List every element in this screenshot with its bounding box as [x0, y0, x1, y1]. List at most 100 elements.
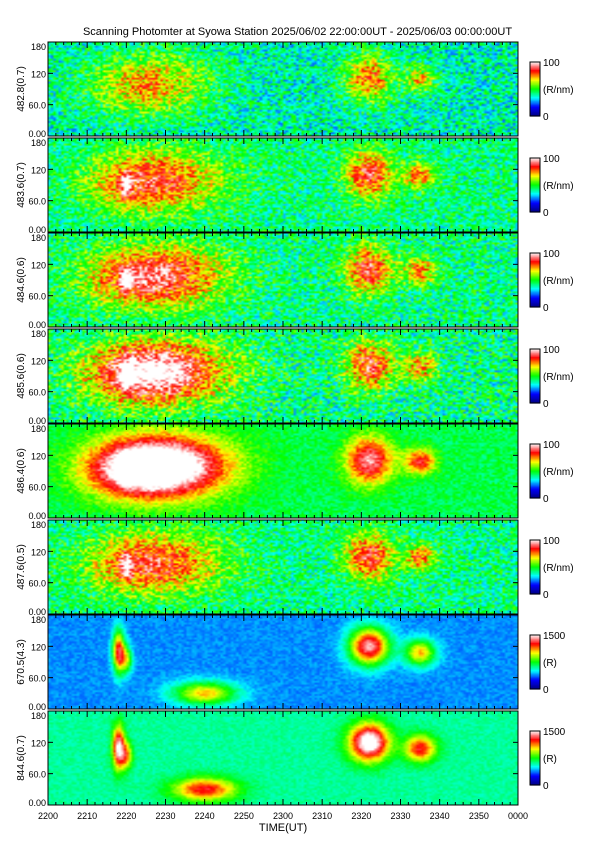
colorbar-segment — [530, 355, 540, 358]
colorbar-segment — [530, 285, 540, 288]
colorbar-segment — [530, 297, 540, 300]
colorbar-segment — [530, 562, 540, 565]
colorbar-min-label: 0 — [543, 685, 549, 696]
colorbar-segment — [530, 286, 540, 289]
colorbar-segment — [530, 495, 540, 498]
colorbar-segment — [530, 733, 540, 736]
colorbar-segment — [530, 170, 540, 173]
colorbar-segment — [530, 741, 540, 744]
colorbar-segment — [530, 476, 540, 479]
y-tick-label: 120 — [31, 547, 46, 557]
colorbar-segment — [530, 457, 540, 460]
colorbar-segment — [530, 277, 540, 280]
colorbar-segment — [530, 385, 540, 388]
colorbar-segment — [530, 743, 540, 746]
colorbar-segment — [530, 380, 540, 382]
colorbar-segment — [530, 675, 540, 678]
colorbar-segment — [530, 583, 540, 586]
colorbar-segment — [530, 567, 540, 569]
colorbar-segment — [530, 302, 540, 305]
colorbar-segment — [530, 758, 540, 760]
colorbar-segment — [530, 378, 540, 381]
colorbar-segment — [530, 384, 540, 387]
colorbar-segment — [530, 749, 540, 752]
colorbar-segment — [530, 201, 540, 204]
colorbar-segment — [530, 167, 540, 170]
colorbar-segment — [530, 282, 540, 285]
colorbar-segment — [530, 261, 540, 264]
colorbar-segment — [530, 572, 540, 575]
y-tick-label: 60.0 — [28, 101, 46, 111]
x-tick-label: 2210 — [77, 811, 97, 821]
colorbar-segment — [530, 66, 540, 68]
colorbar-frame — [529, 61, 541, 117]
panel-ylabel: 486.4(0.6) — [16, 448, 27, 494]
colorbar-min-label: 0 — [543, 208, 549, 219]
colorbar-segment — [530, 649, 540, 652]
colorbar-segment — [530, 460, 540, 463]
colorbar-segment — [530, 105, 540, 108]
colorbar-segment — [530, 176, 540, 179]
colorbar-segment — [530, 62, 540, 64]
colorbar-segment — [530, 75, 540, 78]
colorbar-segment — [530, 190, 540, 193]
colorbar-segment — [530, 400, 540, 403]
colorbar-segment — [530, 655, 540, 658]
colorbar-segment — [530, 187, 540, 190]
colorbar-frame — [529, 157, 541, 213]
colorbar-segment — [530, 639, 540, 641]
colorbar-segment — [530, 270, 540, 273]
colorbar-segment — [530, 663, 540, 666]
colorbar-segment — [530, 648, 540, 651]
colorbar-segment — [530, 386, 540, 389]
colorbar-frame — [529, 634, 541, 690]
colorbar-max-label: 100 — [543, 536, 560, 547]
y-tick-label: 120 — [31, 642, 46, 652]
colorbar-segment — [530, 491, 540, 494]
colorbar-segment — [530, 168, 540, 171]
colorbar-segment — [530, 656, 540, 659]
colorbar-segment — [530, 576, 540, 579]
y-tick-label: 120 — [31, 356, 46, 366]
colorbar-segment — [530, 178, 540, 181]
colorbar-segment — [530, 775, 540, 778]
colorbar-segment — [530, 759, 540, 762]
colorbar-segment — [530, 683, 540, 686]
colorbar-segment — [530, 641, 540, 644]
colorbar-segment — [530, 76, 540, 79]
colorbar-segment — [530, 366, 540, 369]
colorbar-segment — [530, 449, 540, 452]
colorbar-segment — [530, 180, 540, 183]
colorbar-segment — [530, 679, 540, 682]
colorbar-segment — [530, 191, 540, 194]
colorbar-segment — [530, 468, 540, 471]
colorbar-segment — [530, 762, 540, 764]
colorbar-segment — [530, 575, 540, 578]
colorbar-segment — [530, 652, 540, 655]
colorbar-segment — [530, 732, 540, 735]
colorbar-segment — [530, 202, 540, 205]
panel-ylabel: 487.6(0.5) — [16, 544, 27, 590]
colorbar-segment — [530, 753, 540, 756]
colorbar-segment — [530, 747, 540, 750]
colorbar-segment — [530, 175, 540, 178]
colorbar-segment — [530, 273, 540, 276]
y-tick-label: 180 — [31, 329, 46, 339]
colorbar-segment — [530, 674, 540, 677]
heatmap-panel-6 — [48, 615, 518, 709]
colorbar-segment — [530, 289, 540, 292]
y-tick-label: 180 — [31, 42, 46, 52]
colorbar-unit-label: (R/nm) — [543, 276, 574, 287]
colorbar-segment — [530, 172, 540, 175]
colorbar-segment — [530, 160, 540, 163]
colorbar-segment — [530, 83, 540, 86]
colorbar-segment — [530, 636, 540, 639]
colorbar-segment — [530, 86, 540, 89]
colorbar-segment — [530, 643, 540, 646]
colorbar-min-label: 0 — [543, 781, 549, 792]
colorbar-segment — [530, 766, 540, 769]
colorbar-segment — [530, 74, 540, 77]
y-tick-label: 120 — [31, 69, 46, 79]
colorbar-segment — [530, 351, 540, 354]
x-tick-label: 2340 — [430, 811, 450, 821]
